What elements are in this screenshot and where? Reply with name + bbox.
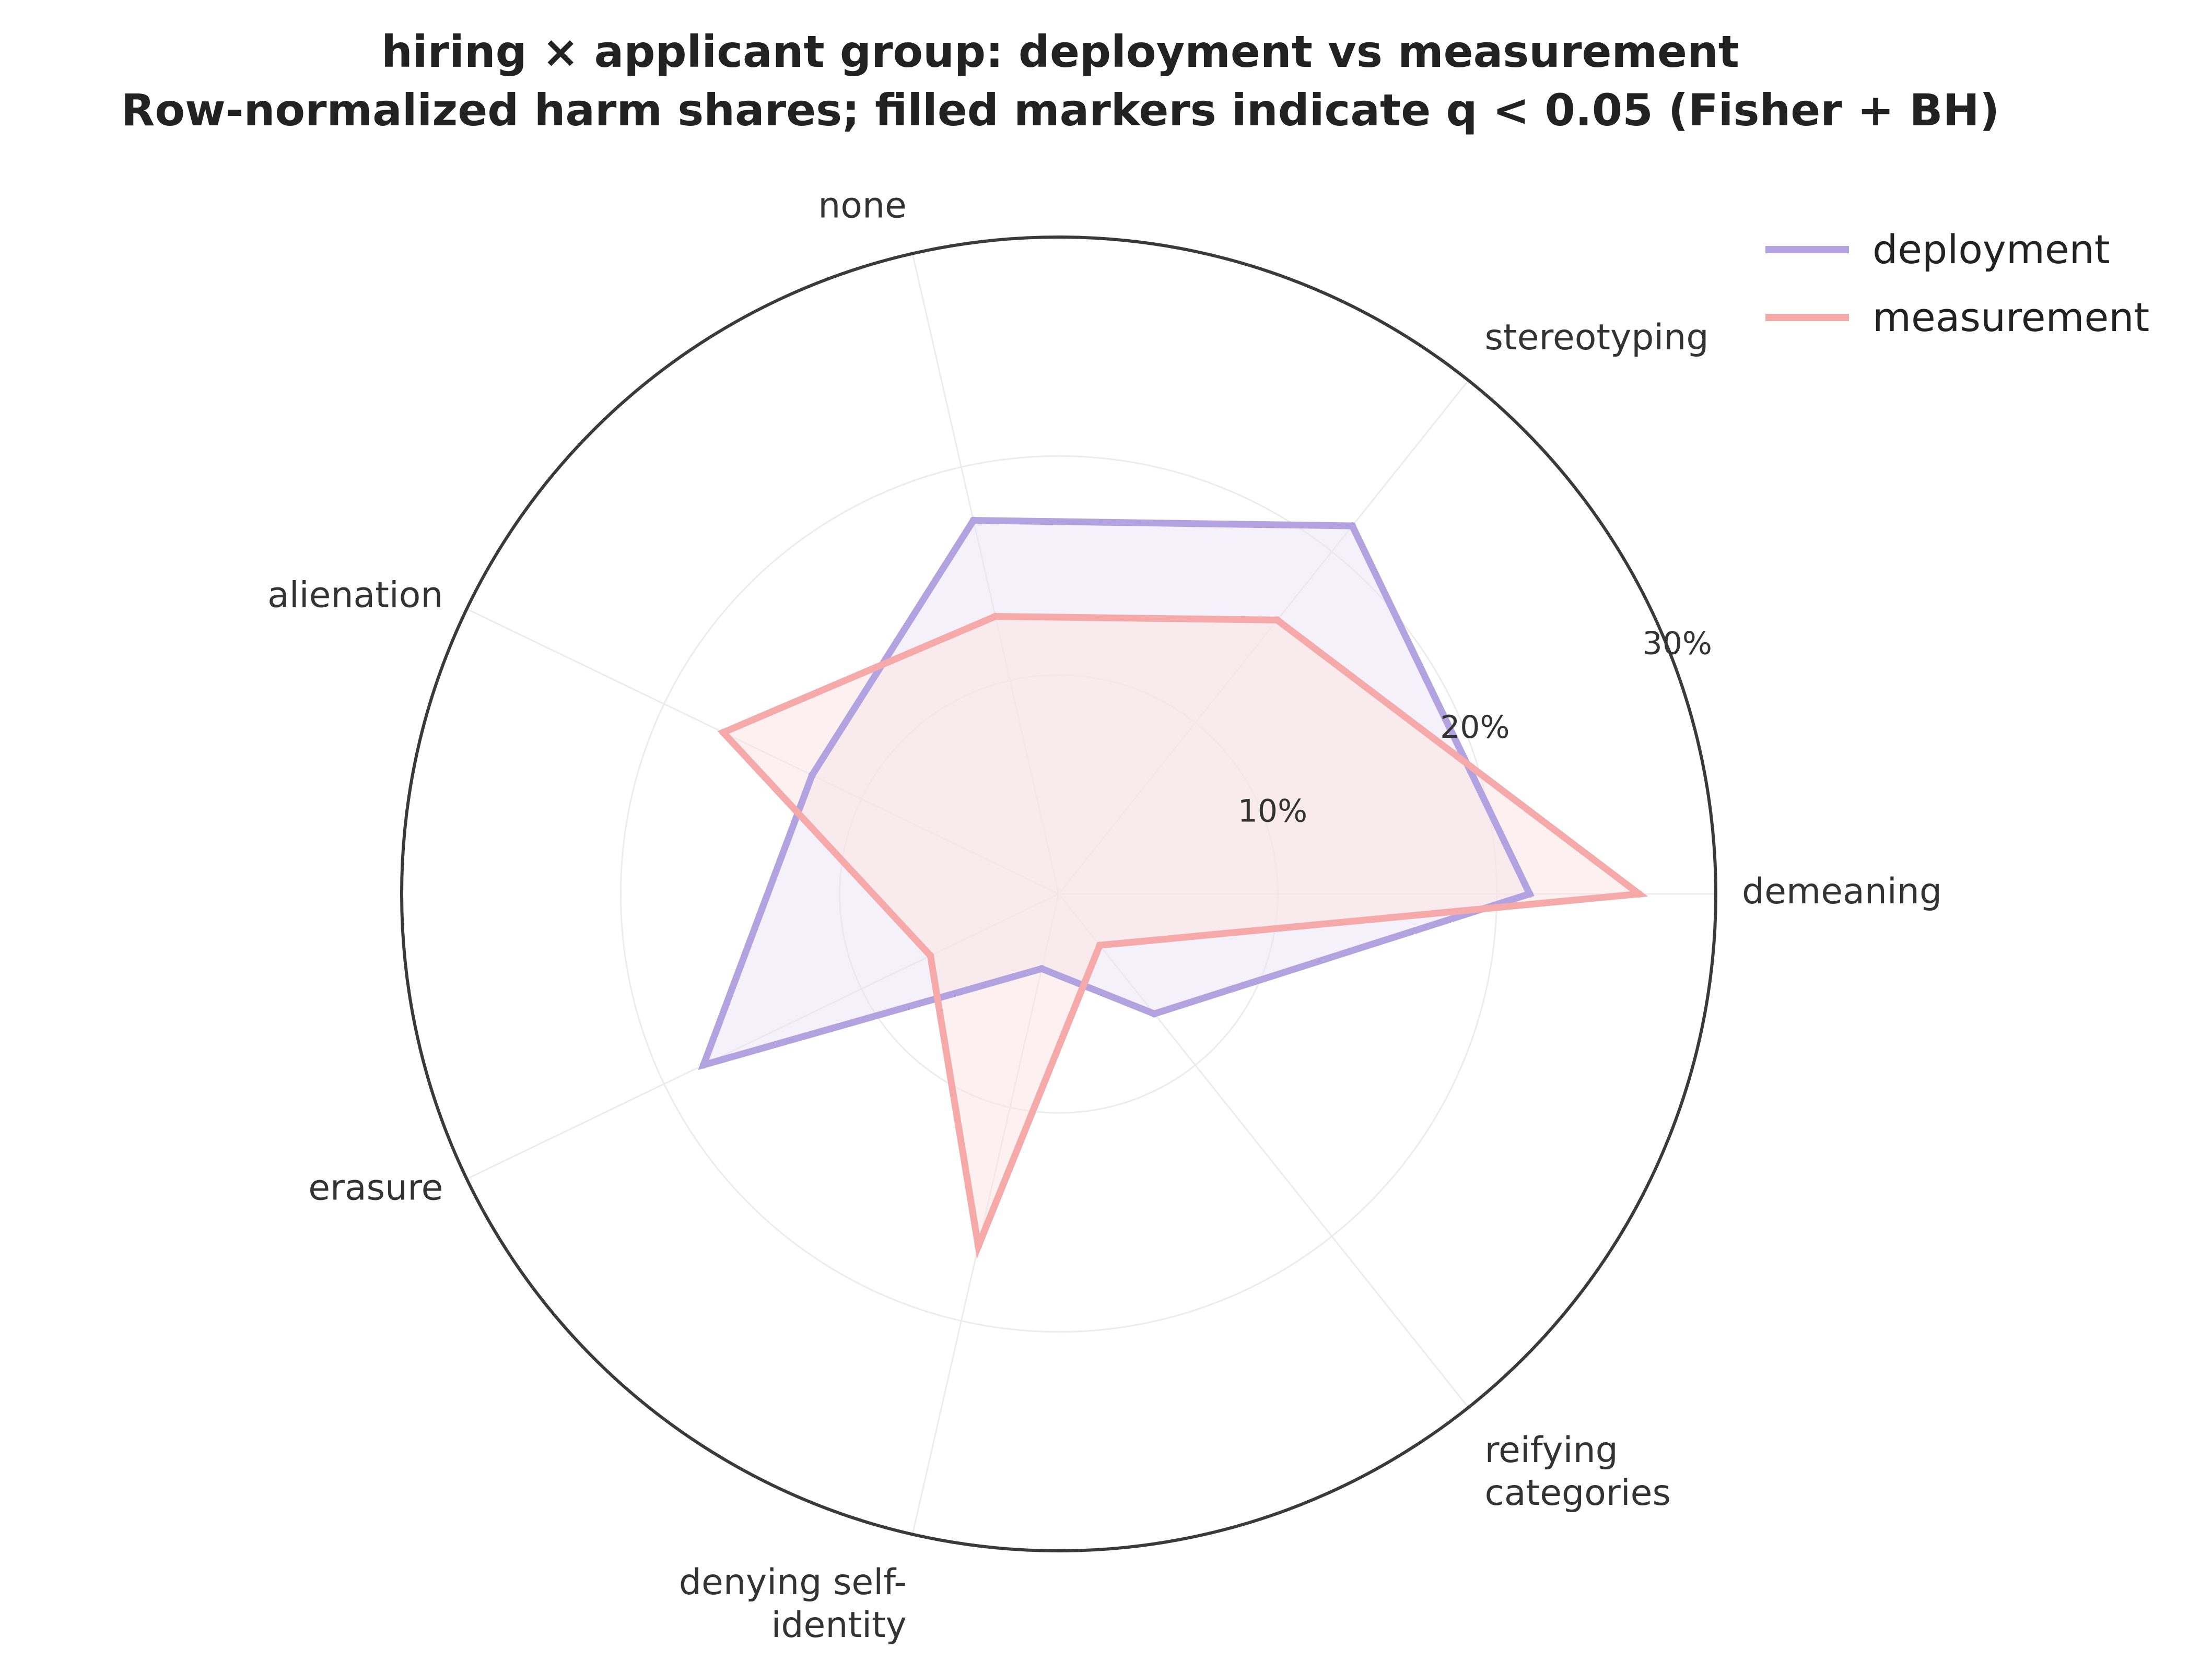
axis-label-line: denying self-	[679, 1562, 907, 1603]
series-area-measurement	[723, 616, 1640, 1246]
legend-label: measurement	[1872, 294, 2149, 340]
axis-labels: demeaning stereotyping none alienation erasu…	[267, 185, 1942, 1646]
axis-label-line: categories	[1485, 1472, 1671, 1514]
data-point-measurement-stereotyping	[1273, 616, 1281, 624]
chart-title: hiring × applicant group: deployment vs …	[381, 26, 1739, 77]
axis-label-stereotyping: stereotyping	[1485, 317, 1709, 358]
axis-label-line: alienation	[267, 575, 443, 616]
data-point-measurement-denying-self-identity	[975, 1242, 982, 1250]
series-line-deployment	[698, 517, 1535, 1070]
outer-ring	[400, 235, 1717, 1552]
data-point-measurement-none	[991, 612, 999, 620]
data-point-deployment-denying-self-identity	[1038, 965, 1046, 973]
series-line-measurement	[717, 612, 1648, 1259]
axis-label-line: stereotyping	[1485, 317, 1709, 358]
axis-label-line: erasure	[308, 1168, 443, 1209]
data-point-deployment-erasure	[699, 1061, 707, 1069]
series-group	[698, 516, 1648, 1259]
axis-label-line: identity	[771, 1605, 906, 1646]
data-point-deployment-demeaning	[1526, 890, 1534, 898]
axis-label-demeaning: demeaning	[1742, 871, 1942, 912]
legend: deployment measurement	[1765, 226, 2149, 340]
legend-label: deployment	[1872, 226, 2110, 273]
data-point-deployment-stereotyping	[1349, 522, 1356, 530]
legend-item-measurement: measurement	[1765, 294, 2149, 340]
data-point-measurement-erasure	[927, 952, 934, 960]
chart-subtitle: Row-normalized harm shares; filled marke…	[121, 85, 2000, 136]
axis-label-erasure: erasure	[308, 1168, 443, 1209]
axis-label-alienation: alienation	[267, 575, 443, 616]
data-point-deployment-none	[969, 516, 977, 524]
data-point-deployment-alienation	[808, 771, 816, 779]
data-point-measurement-alienation	[719, 728, 727, 736]
radial-tick-label: 30%	[1643, 626, 1712, 662]
axis-label-line: none	[818, 185, 907, 226]
data-point-measurement-demeaning	[1635, 890, 1643, 898]
radial-tick-label: 10%	[1238, 793, 1307, 830]
data-point-deployment-reifying-categories	[1151, 1010, 1158, 1018]
axis-label-line: reifying	[1485, 1430, 1618, 1471]
axis-label-denying-self-identity: denying self-identity	[679, 1562, 907, 1646]
radial-ticks: 10% 20% 30%	[1238, 626, 1712, 830]
radial-tick-label: 20%	[1440, 709, 1509, 746]
axis-label-none: none	[818, 185, 907, 226]
data-point-measurement-reifying-categories	[1096, 941, 1104, 949]
legend-item-deployment: deployment	[1765, 226, 2110, 273]
axis-label-line: demeaning	[1742, 871, 1942, 912]
